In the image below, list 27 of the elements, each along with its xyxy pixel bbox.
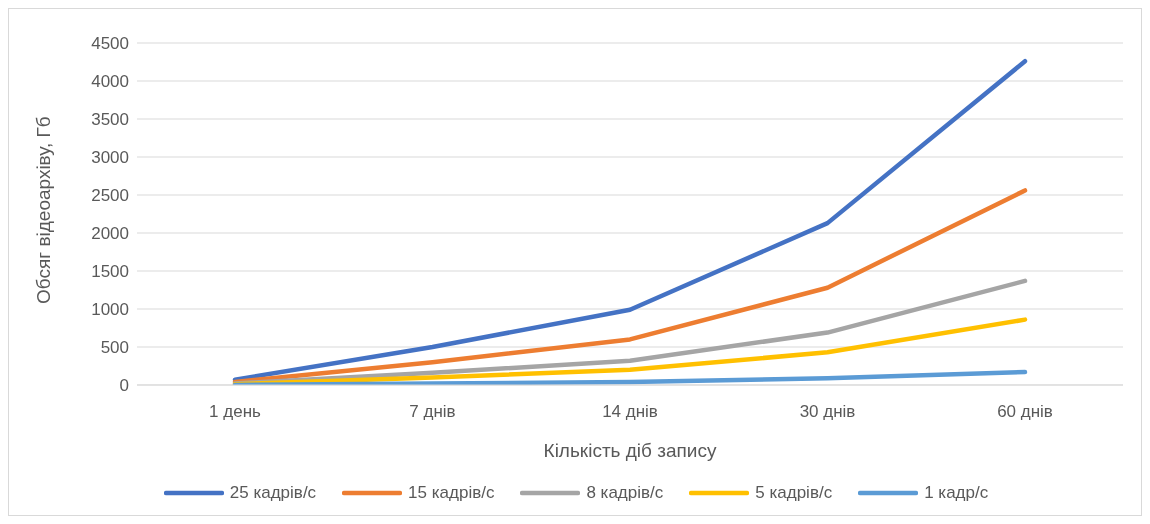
y-tick-label: 500	[100, 338, 129, 358]
legend-label: 25 кадрів/с	[229, 483, 317, 503]
x-axis-title: Кількість діб запису	[543, 440, 717, 461]
line-series	[232, 188, 1028, 385]
y-tick-label: 1000	[91, 300, 129, 320]
line-series	[232, 317, 1028, 385]
y-tick-label: 2500	[91, 186, 129, 206]
x-tick-label: 7 днів	[409, 402, 456, 422]
y-tick-label: 3500	[91, 110, 129, 130]
y-tick-label: 2000	[91, 224, 129, 244]
y-axis-title: Обсяг відеоархіву, Гб	[32, 116, 54, 304]
y-tick-label: 3000	[91, 148, 129, 168]
x-tick-label: 30 днів	[799, 402, 856, 422]
legend-label: 15 кадрів/с	[408, 483, 495, 503]
line-series	[232, 278, 1028, 385]
x-tick-label: 60 днів	[997, 402, 1053, 422]
line-series	[232, 58, 1028, 382]
legend-label: 1 кадр/с	[924, 483, 989, 503]
y-tick-label: 1500	[91, 262, 129, 282]
y-tick-label: 4500	[91, 34, 129, 54]
x-tick-label: 14 днів	[602, 402, 658, 422]
legend-label: 8 кадрів/с	[586, 483, 664, 503]
y-tick-label: 0	[119, 376, 129, 396]
legend-label: 5 кадрів/с	[755, 483, 833, 503]
x-tick-label: 1 день	[209, 402, 262, 422]
line-series	[232, 369, 1028, 385]
y-tick-label: 4000	[91, 72, 129, 92]
